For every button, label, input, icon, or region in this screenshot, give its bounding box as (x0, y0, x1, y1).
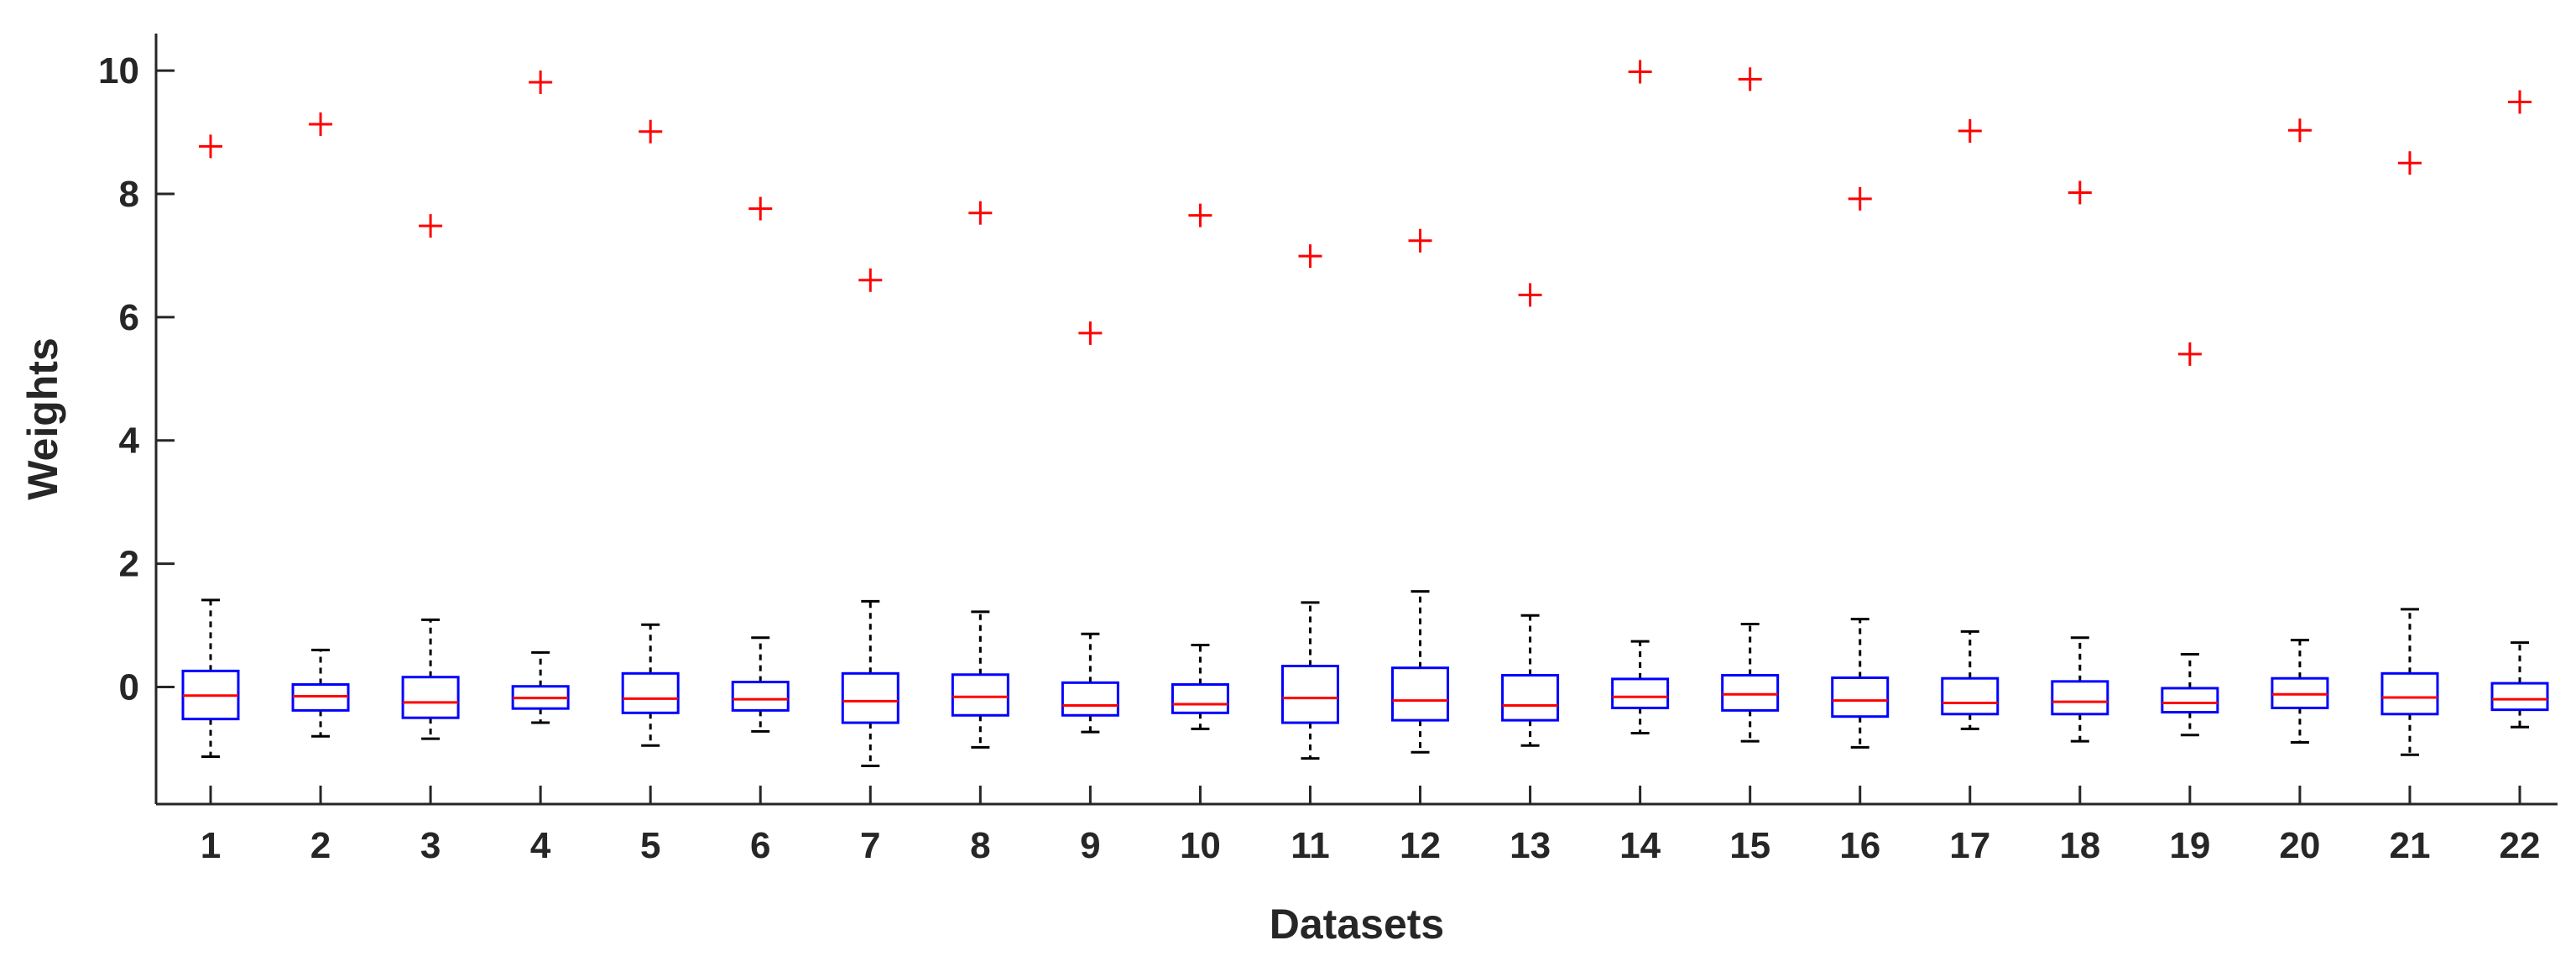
box-group-16 (1831, 186, 1890, 749)
box (731, 681, 790, 712)
outlier-marker (199, 134, 222, 159)
x-tick-label: 18 (2059, 825, 2100, 866)
outlier-marker (1738, 67, 1762, 91)
box-group-19 (2161, 342, 2219, 737)
x-tick-label: 22 (2500, 825, 2541, 866)
outlier-marker (2508, 90, 2532, 114)
box-group-21 (2380, 151, 2439, 756)
box-group-6 (731, 196, 790, 733)
x-tick-label: 11 (1291, 825, 1330, 866)
outlier-marker (309, 112, 333, 136)
outlier-marker (1298, 244, 1322, 269)
y-tick-label: 8 (119, 174, 139, 215)
y-axis-label: Weights (19, 337, 66, 500)
x-tick-label: 1 (201, 825, 221, 866)
box (1171, 683, 1229, 714)
outlier-marker (858, 268, 883, 292)
outlier-marker (2177, 342, 2202, 366)
box (401, 676, 460, 719)
box (1611, 677, 1670, 709)
x-tick-label: 12 (1400, 825, 1441, 866)
box (1391, 666, 1450, 722)
x-tick-label: 19 (2169, 825, 2210, 866)
box (2490, 682, 2549, 712)
outlier-marker (2068, 180, 2092, 205)
box (1280, 664, 1339, 724)
box-group-15 (1721, 67, 1780, 743)
x-tick-label: 10 (1180, 825, 1221, 866)
y-tick-label: 2 (119, 544, 139, 585)
outlier-marker (748, 196, 773, 221)
box (621, 671, 680, 714)
outlier-marker (639, 119, 663, 144)
x-tick-label: 5 (640, 825, 660, 866)
x-tick-label: 2 (310, 825, 331, 866)
box-group-5 (621, 119, 680, 747)
outlier-marker (1518, 283, 1542, 307)
x-tick-label: 9 (1080, 825, 1100, 866)
box-group-18 (2051, 180, 2109, 743)
box (1941, 677, 2000, 716)
outlier-marker (1188, 203, 1212, 227)
x-tick-label: 16 (1839, 825, 1880, 866)
outlier-marker (2397, 151, 2422, 175)
box-group-13 (1501, 283, 1560, 747)
x-tick-label: 6 (750, 825, 770, 866)
box (1501, 674, 1560, 722)
box-group-9 (1061, 321, 1119, 734)
y-tick-label: 6 (119, 297, 139, 338)
x-tick-label: 17 (1949, 825, 1990, 866)
outlier-marker (1628, 60, 1652, 84)
x-tick-label: 21 (2389, 825, 2430, 866)
x-tick-label: 20 (2279, 825, 2320, 866)
box (2161, 687, 2219, 714)
box-group-2 (291, 112, 350, 738)
x-tick-label: 13 (1510, 825, 1551, 866)
box (2051, 680, 2109, 716)
x-axis-label: Datasets (1270, 901, 1444, 948)
box-group-1 (181, 134, 240, 758)
box (841, 671, 900, 724)
plot-area (156, 34, 2558, 804)
box (1721, 674, 1780, 712)
y-tick-label: 0 (119, 666, 139, 708)
chart-marks (181, 60, 2549, 767)
x-tick-label: 3 (420, 825, 441, 866)
outlier-marker (968, 201, 993, 225)
box-group-3 (401, 214, 460, 740)
box-group-17 (1941, 119, 2000, 730)
x-tick-label: 15 (1729, 825, 1770, 866)
outlier-marker (2287, 118, 2312, 143)
box-group-8 (951, 201, 1009, 749)
box-group-11 (1280, 244, 1339, 760)
box-group-4 (511, 71, 570, 724)
x-tick-label: 4 (530, 825, 551, 866)
outlier-marker (419, 214, 443, 238)
outlier-marker (1848, 186, 1872, 211)
box (1831, 676, 1890, 718)
x-tick-label: 7 (860, 825, 880, 866)
y-tick-label: 4 (119, 421, 140, 462)
box (1061, 681, 1119, 717)
box-group-22 (2490, 90, 2549, 729)
outlier-marker (1408, 228, 1432, 253)
outlier-marker (1078, 321, 1103, 345)
box-group-7 (841, 268, 900, 767)
x-tick-label: 8 (970, 825, 990, 866)
box (951, 673, 1009, 717)
outlier-marker (1958, 119, 1982, 144)
outlier-marker (529, 71, 553, 95)
box-group-12 (1391, 228, 1450, 754)
box-group-20 (2271, 118, 2329, 744)
box (2380, 671, 2439, 716)
y-tick-label: 10 (98, 50, 139, 91)
x-tick-label: 14 (1619, 825, 1661, 866)
box-group-14 (1611, 60, 1670, 735)
box-group-10 (1171, 203, 1229, 730)
